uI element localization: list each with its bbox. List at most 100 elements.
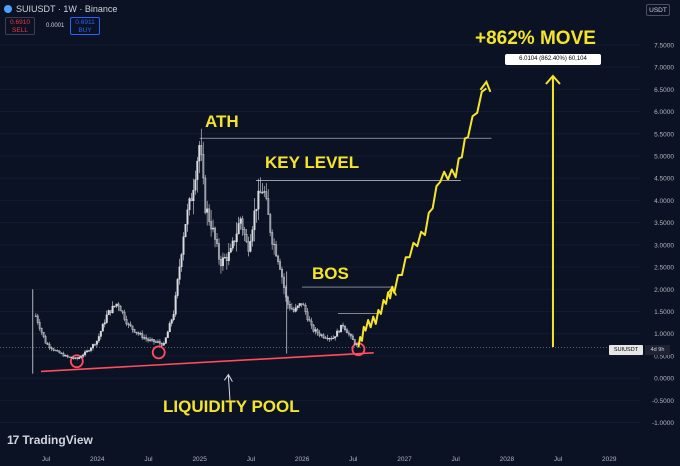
- sell-button[interactable]: 0.6910 SELL: [5, 17, 35, 35]
- candle-body: [200, 145, 203, 155]
- candle-body: [129, 323, 132, 327]
- candle-body: [123, 311, 126, 320]
- candle-body: [84, 351, 87, 356]
- candle-body: [192, 189, 195, 202]
- candle-body: [306, 311, 309, 320]
- candle-body: [78, 357, 81, 359]
- candle-body: [44, 336, 47, 344]
- candle-body: [349, 333, 352, 337]
- candle-body: [243, 229, 246, 235]
- spread-value: 0.0001: [46, 23, 65, 29]
- candle-body: [66, 355, 69, 357]
- key-level-label: KEY LEVEL: [265, 153, 360, 172]
- x-tick-label: Jul: [144, 456, 153, 463]
- candle-body: [89, 347, 92, 351]
- candle-body: [340, 324, 343, 333]
- candle-body: [271, 232, 274, 245]
- candle-body: [54, 349, 57, 352]
- candle-body: [46, 343, 49, 345]
- x-tick-label: Jul: [554, 456, 563, 463]
- candle-body: [113, 305, 116, 308]
- candle-body: [326, 337, 329, 340]
- candle-body: [38, 322, 41, 329]
- candle-body: [247, 241, 250, 252]
- candle-body: [286, 296, 289, 305]
- candle-body: [210, 221, 213, 230]
- ath-label: ATH: [205, 112, 239, 131]
- candle-body: [101, 323, 104, 332]
- currency-selector[interactable]: USDT: [646, 4, 670, 16]
- x-tick-label: 2028: [500, 456, 515, 463]
- candle-body: [127, 323, 130, 325]
- candle-body: [156, 341, 159, 343]
- candle-body: [70, 356, 73, 359]
- y-tick-label: 0.0000: [654, 376, 674, 383]
- y-tick-label: 6.5000: [654, 87, 674, 94]
- liquidity-pointer-arrow: [227, 375, 231, 408]
- candle-body: [133, 328, 136, 333]
- candle-body: [184, 224, 187, 237]
- buy-price: 0.6911: [75, 19, 95, 26]
- candle-body: [164, 337, 167, 344]
- candle-body: [91, 344, 94, 349]
- candle-series: [32, 128, 358, 374]
- projection-arrowhead: [479, 79, 492, 93]
- candle-body: [141, 333, 144, 338]
- candle-body: [296, 305, 299, 308]
- y-tick-label: -0.5000: [652, 398, 674, 405]
- y-tick-label: 7.5000: [654, 42, 674, 49]
- candle-body: [88, 350, 91, 352]
- x-tick-label: Jul: [452, 456, 461, 463]
- candle-body: [214, 227, 217, 240]
- candle-body: [143, 337, 146, 339]
- candle-body: [125, 319, 128, 325]
- y-tick-label: 1.0000: [654, 331, 674, 338]
- candle-body: [233, 240, 236, 243]
- candle-body: [225, 257, 228, 261]
- y-tick-label: 2.5000: [654, 265, 674, 272]
- candle-body: [76, 357, 79, 359]
- candle-body: [342, 324, 345, 327]
- candle-body: [320, 334, 323, 336]
- candle-body: [345, 329, 348, 334]
- candle-body: [121, 310, 124, 313]
- bar-countdown: 4d 9h: [645, 345, 670, 355]
- candle-body: [119, 305, 122, 312]
- sell-price: 0.6910: [10, 19, 30, 26]
- candle-body: [48, 344, 51, 348]
- candle-body: [151, 339, 154, 341]
- candle-body: [231, 240, 234, 249]
- y-tick-label: 3.5000: [654, 220, 674, 227]
- candle-body: [261, 192, 264, 194]
- buy-label: BUY: [78, 27, 92, 34]
- candle-body: [241, 218, 244, 230]
- candle-body: [347, 332, 350, 335]
- projection-path: [357, 87, 487, 348]
- candle-body: [93, 344, 96, 346]
- candle-body: [40, 328, 43, 333]
- candle-body: [257, 190, 260, 210]
- candle-body: [267, 198, 270, 215]
- candle-body: [64, 355, 67, 357]
- candle-body: [137, 332, 140, 335]
- candle-body: [221, 257, 224, 267]
- candle-body: [353, 339, 356, 345]
- candle-body: [336, 330, 339, 337]
- candle-body: [105, 314, 108, 323]
- candle-body: [74, 357, 77, 359]
- candle-body: [229, 248, 232, 253]
- candle-body: [72, 357, 75, 359]
- candle-body: [198, 145, 201, 162]
- candle-body: [147, 338, 150, 341]
- candle-body: [117, 303, 120, 307]
- candle-body: [324, 337, 327, 339]
- y-tick-label: 5.5000: [654, 131, 674, 138]
- tradingview-brand[interactable]: 17 TradingView: [7, 433, 93, 447]
- candle-body: [277, 255, 280, 262]
- candle-body: [298, 303, 301, 307]
- buy-button[interactable]: 0.6911 BUY: [70, 17, 100, 35]
- symbol-header[interactable]: SUIUSDT · 1W · Binance: [4, 4, 117, 14]
- y-tick-label: 5.0000: [654, 153, 674, 160]
- candle-body: [318, 332, 321, 336]
